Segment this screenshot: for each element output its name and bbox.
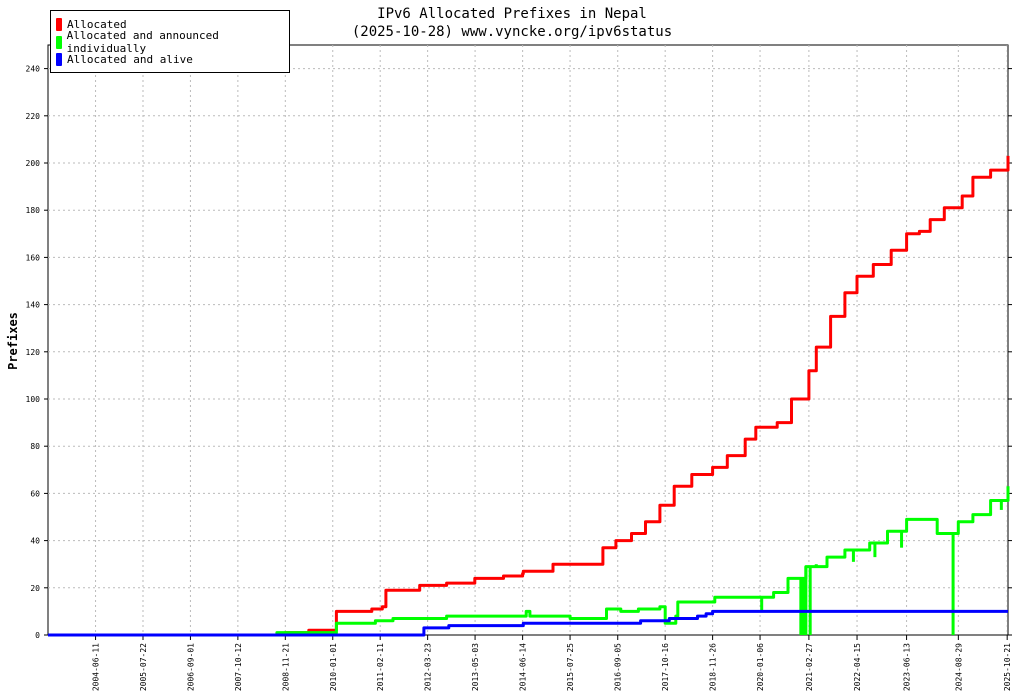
x-tick-label: 2024-08-29 <box>954 643 963 691</box>
x-tick-label: 2020-01-06 <box>756 643 765 691</box>
legend-item-announced: Allocated and announced individually <box>56 29 289 55</box>
y-tick-label: 0 <box>35 631 40 640</box>
x-tick-label: 2015-07-25 <box>566 643 575 691</box>
legend: Allocated Allocated and announced indivi… <box>50 10 290 73</box>
x-tick-label: 2016-09-05 <box>614 643 623 691</box>
x-tick-label: 2023-06-13 <box>903 643 912 691</box>
y-tick-label: 60 <box>30 489 40 498</box>
x-tick-label: 2008-11-21 <box>281 643 290 691</box>
series-line-2 <box>48 486 1010 637</box>
legend-label: Allocated and announced individually <box>66 29 219 55</box>
x-tick-label: 2010-01-01 <box>329 643 338 691</box>
y-tick-label: 160 <box>26 253 41 262</box>
y-tick-label: 20 <box>30 584 40 593</box>
x-tick-label: 2025-10-21 <box>1003 643 1012 691</box>
legend-swatch-blue <box>56 52 62 66</box>
y-tick-label: 240 <box>26 65 41 74</box>
y-tick-label: 40 <box>30 537 40 546</box>
chart-title: IPv6 Allocated Prefixes in Nepal <box>377 6 647 22</box>
y-tick-label: 140 <box>26 301 41 310</box>
legend-label: Allocated <box>67 17 127 31</box>
legend-swatch-red <box>56 17 62 31</box>
y-tick-label: 180 <box>26 206 41 215</box>
y-tick-label: 100 <box>26 395 41 404</box>
y-tick-label: 200 <box>26 159 41 168</box>
y-tick-label: 120 <box>26 348 41 357</box>
x-tick-label: 2004-06-11 <box>92 643 101 691</box>
legend-swatch-green <box>56 35 62 49</box>
series-line-3 <box>48 609 1008 637</box>
x-tick-label: 2021-02-27 <box>805 643 814 691</box>
x-tick-label: 2011-02-11 <box>376 643 385 691</box>
x-tick-label: 2005-07-22 <box>139 643 148 691</box>
y-tick-label: 220 <box>26 112 41 121</box>
y-tick-label: 80 <box>30 442 40 451</box>
x-tick-label: 2018-11-26 <box>709 643 718 691</box>
x-tick-label: 2017-10-16 <box>661 643 670 691</box>
y-axis-label: Prefixes <box>6 312 20 370</box>
legend-item-alive: Allocated and alive <box>56 52 193 66</box>
series-line-1 <box>48 155 1010 637</box>
x-tick-label: 2007-10-12 <box>234 643 243 691</box>
x-tick-label: 2022-04-15 <box>853 643 862 691</box>
plot-frame <box>47 44 1009 636</box>
legend-item-allocated: Allocated <box>56 17 127 31</box>
x-tick-label: 2006-09-01 <box>186 643 195 691</box>
legend-label: Allocated and alive <box>67 52 193 66</box>
chart-subtitle: (2025-10-28) www.vyncke.org/ipv6status <box>351 24 673 40</box>
x-tick-label: 2012-03-23 <box>424 643 433 691</box>
x-tick-label: 2014-06-14 <box>519 643 528 691</box>
x-tick-label: 2013-05-03 <box>471 643 480 691</box>
